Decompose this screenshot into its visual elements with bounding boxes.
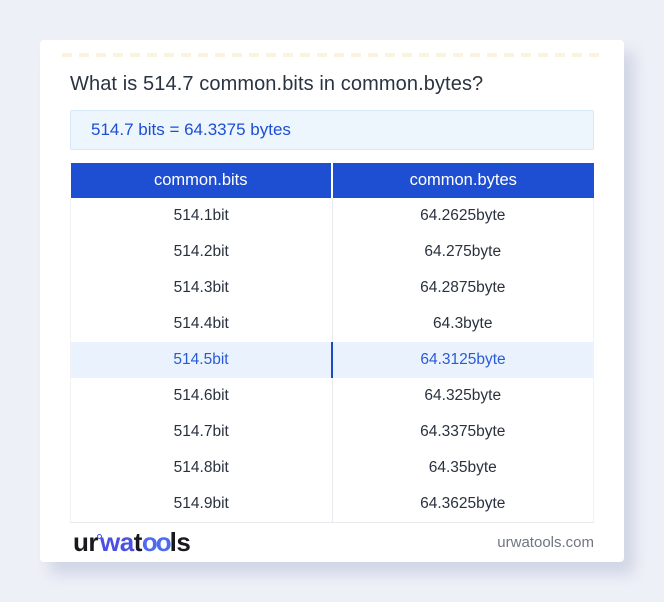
- converter-card: What is 514.7 common.bits in common.byte…: [40, 40, 624, 562]
- cell-bytes-value[interactable]: 64.3625byte: [332, 486, 594, 523]
- cell-bits-value[interactable]: 514.5bit: [70, 342, 333, 378]
- column-header-bytes: common.bytes: [332, 163, 594, 198]
- cell-bytes-value[interactable]: 64.2625byte: [332, 198, 594, 234]
- logo-part-oo: oo: [141, 527, 172, 557]
- table-row: 514.2bit 64.275byte: [70, 234, 594, 270]
- cell-bits-value[interactable]: 514.7bit: [70, 414, 333, 450]
- conversion-result-box: 514.7 bits = 64.3375 bytes: [70, 110, 594, 150]
- logo-part-wa: wa: [100, 527, 134, 557]
- cell-bits-value[interactable]: 514.3bit: [70, 270, 333, 306]
- table-body: 514.1bit 64.2625byte 514.2bit 64.275byte 514…: [70, 198, 594, 523]
- cell-bytes-value[interactable]: 64.3375byte: [332, 414, 594, 450]
- table-header-row: common.bits common.bytes: [70, 163, 594, 198]
- cell-bytes-value[interactable]: 64.3125byte: [332, 342, 594, 378]
- cell-bits-value[interactable]: 514.6bit: [70, 378, 333, 414]
- table-row: 514.3bit 64.2875byte: [70, 270, 594, 306]
- conversion-result-text: 514.7 bits = 64.3375 bytes: [91, 120, 291, 139]
- conversion-table: common.bits common.bytes 514.1bit 64.2625…: [70, 163, 594, 523]
- table-row: 514.7bit 64.3375byte: [70, 414, 594, 450]
- cell-bytes-value[interactable]: 64.325byte: [332, 378, 594, 414]
- logo-part-ur: ur: [73, 527, 99, 557]
- logo-ring-icon: [97, 534, 102, 539]
- urwatools-logo[interactable]: urwatools: [70, 527, 191, 558]
- column-header-bits: common.bits: [70, 163, 333, 198]
- table-row: 514.1bit 64.2625byte: [70, 198, 594, 234]
- cell-bytes-value[interactable]: 64.3byte: [332, 306, 594, 342]
- table-row: 514.8bit 64.35byte: [70, 450, 594, 486]
- dashed-divider: [62, 53, 602, 57]
- logo-part-t: t: [133, 527, 143, 557]
- table-row: 514.6bit 64.325byte: [70, 378, 594, 414]
- logo-part-ls: ls: [169, 527, 191, 557]
- cell-bytes-value[interactable]: 64.35byte: [332, 450, 594, 486]
- table-row: 514.5bit 64.3125byte: [70, 342, 594, 378]
- cell-bits-value[interactable]: 514.4bit: [70, 306, 333, 342]
- cell-bits-value[interactable]: 514.8bit: [70, 450, 333, 486]
- table-row: 514.9bit 64.3625byte: [70, 486, 594, 523]
- cell-bytes-value[interactable]: 64.275byte: [332, 234, 594, 270]
- site-domain: urwatools.com: [497, 534, 594, 551]
- page-title: What is 514.7 common.bits in common.byte…: [70, 73, 484, 95]
- cell-bytes-value[interactable]: 64.2875byte: [332, 270, 594, 306]
- table-row: 514.4bit 64.3byte: [70, 306, 594, 342]
- cell-bits-value[interactable]: 514.9bit: [70, 486, 333, 523]
- cell-bits-value[interactable]: 514.1bit: [70, 198, 333, 234]
- cell-bits-value[interactable]: 514.2bit: [70, 234, 333, 270]
- card-footer: urwatools urwatools.com: [70, 524, 594, 562]
